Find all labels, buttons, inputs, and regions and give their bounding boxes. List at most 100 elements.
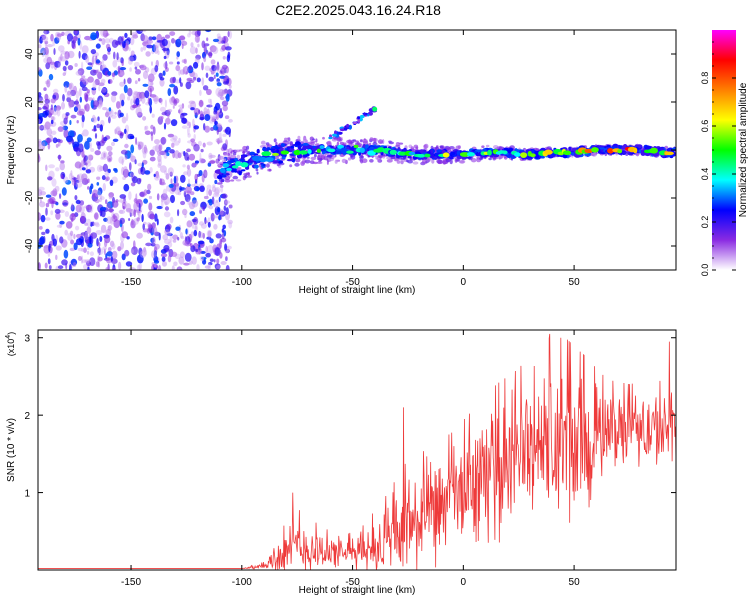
noise-cell: [219, 209, 224, 216]
noise-cell: [216, 258, 220, 264]
trace-core-cell: [633, 147, 638, 154]
noise-cell: [48, 243, 51, 252]
noise-cell: [208, 76, 214, 82]
noise-cell: [57, 33, 63, 37]
noise-cell: [120, 241, 124, 250]
noise-cell: [187, 178, 191, 186]
noise-cell: [91, 117, 95, 122]
noise-cell: [96, 123, 101, 129]
noise-cell: [62, 125, 65, 133]
noise-cell: [38, 113, 46, 118]
trace-core-cell: [220, 167, 226, 173]
noise-cell: [44, 93, 49, 101]
noise-cell: [199, 157, 205, 164]
noise-cell: [41, 50, 45, 58]
noise-cell: [81, 114, 85, 123]
noise-cell: [86, 89, 90, 94]
colorbar-gradient: [712, 30, 736, 270]
trace-halo-cell: [481, 145, 485, 148]
trace-core-cell: [664, 151, 674, 156]
trace-core-cell: [408, 151, 416, 156]
noise-cell: [203, 56, 207, 63]
noise-cell: [84, 155, 92, 164]
noise-cell: [56, 108, 61, 117]
noise-cell: [225, 93, 230, 102]
noise-cell: [206, 37, 209, 42]
noise-cell: [98, 38, 103, 42]
noise-cell: [110, 94, 117, 103]
noise-cell: [55, 143, 59, 148]
noise-cell: [169, 84, 176, 88]
noise-cell: [75, 90, 80, 99]
noise-cell: [199, 209, 203, 214]
noise-cell: [139, 250, 147, 258]
noise-cell: [85, 55, 90, 63]
noise-cell: [209, 45, 217, 53]
trace-band-cell: [239, 159, 244, 162]
noise-cell: [107, 225, 113, 231]
noise-cell: [223, 205, 226, 211]
noise-cell: [113, 51, 116, 60]
noise-cell: [194, 225, 198, 232]
noise-cell: [214, 121, 218, 126]
noise-cell: [146, 39, 153, 44]
trace-halo-cell: [317, 155, 321, 160]
noise-cell: [119, 217, 125, 225]
trace-core-cell: [307, 149, 312, 154]
noise-cell: [159, 106, 166, 112]
noise-cell: [208, 189, 213, 197]
noise-cell: [204, 220, 208, 224]
noise-cell: [99, 98, 103, 106]
trace-band-cell: [599, 147, 605, 150]
noise-cell: [129, 67, 132, 72]
noise-cell: [50, 104, 54, 111]
noise-cell: [212, 38, 220, 43]
trace-band-cell: [506, 150, 512, 154]
noise-cell: [65, 112, 70, 116]
noise-cell: [112, 213, 116, 219]
trace-halo-cell: [399, 159, 404, 165]
noise-cell: [193, 133, 196, 141]
noise-cell: [66, 33, 74, 42]
noise-cell: [222, 80, 229, 85]
trace-halo-cell: [455, 145, 461, 151]
noise-cell: [148, 223, 152, 229]
trace-halo-cell: [320, 157, 323, 162]
noise-cell: [178, 109, 181, 114]
noise-cell: [75, 204, 82, 213]
noise-cell: [87, 76, 94, 83]
noise-cell: [195, 222, 198, 230]
noise-cell: [91, 55, 95, 65]
noise-cell: [203, 195, 209, 200]
noise-cell: [171, 38, 175, 44]
noise-cell: [169, 216, 174, 224]
noise-cell: [181, 43, 184, 50]
noise-cell: [76, 238, 83, 246]
trace-halo-cell: [437, 161, 442, 165]
noise-cell: [209, 67, 213, 72]
noise-cell: [42, 124, 49, 131]
noise-cell: [143, 247, 147, 253]
noise-cell: [97, 116, 100, 122]
trace-band-cell: [272, 160, 279, 164]
secondary-trace-cell: [332, 133, 337, 137]
trace-halo-cell: [242, 150, 245, 155]
noise-cell: [38, 143, 41, 147]
noise-cell: [160, 197, 164, 203]
noise-cell: [137, 111, 143, 118]
trace-halo-cell: [454, 157, 458, 163]
noise-cell: [141, 213, 144, 223]
noise-cell: [87, 242, 93, 248]
noise-cell: [214, 201, 221, 209]
secondary-trace-cell: [346, 123, 350, 128]
noise-cell: [190, 191, 195, 196]
noise-cell: [188, 30, 192, 36]
noise-cell: [50, 116, 56, 121]
noise-cell: [118, 261, 122, 270]
noise-cell: [43, 245, 50, 249]
noise-cell: [114, 111, 117, 115]
noise-cell: [109, 179, 114, 186]
noise-cell: [128, 218, 131, 221]
noise-cell: [52, 88, 59, 94]
noise-cell: [92, 100, 99, 108]
